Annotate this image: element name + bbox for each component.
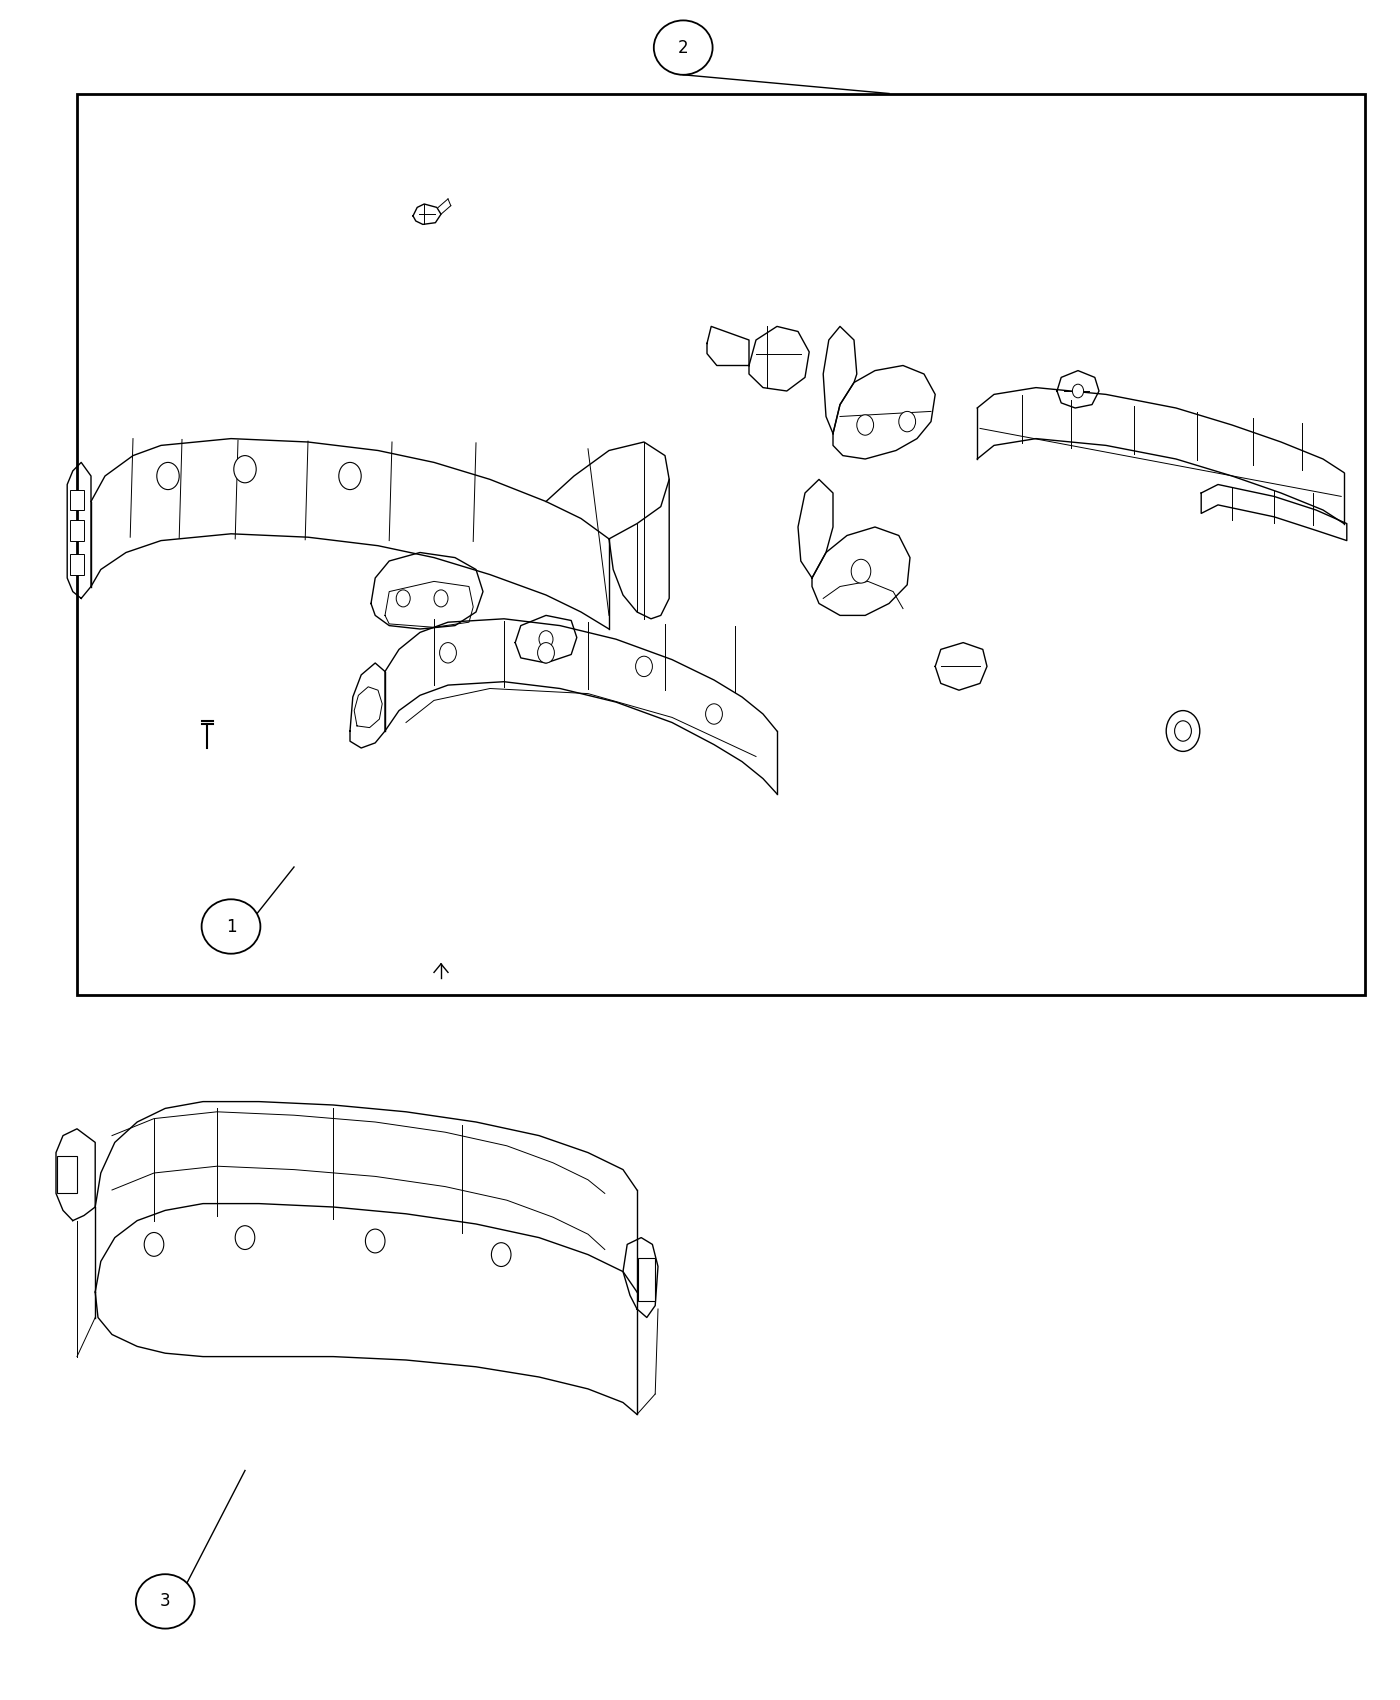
- Circle shape: [538, 643, 554, 663]
- Bar: [70, 520, 84, 541]
- Bar: [70, 490, 84, 510]
- Circle shape: [636, 656, 652, 677]
- Ellipse shape: [202, 899, 260, 954]
- Circle shape: [234, 456, 256, 483]
- Circle shape: [339, 462, 361, 490]
- Ellipse shape: [654, 20, 713, 75]
- Bar: [638, 1258, 655, 1300]
- Bar: [57, 1156, 77, 1193]
- Text: 1: 1: [225, 918, 237, 935]
- Circle shape: [365, 1229, 385, 1253]
- Circle shape: [396, 590, 410, 607]
- Circle shape: [1166, 711, 1200, 751]
- Circle shape: [706, 704, 722, 724]
- Circle shape: [1072, 384, 1084, 398]
- Circle shape: [851, 559, 871, 583]
- Circle shape: [434, 590, 448, 607]
- Circle shape: [857, 415, 874, 435]
- Circle shape: [1175, 721, 1191, 741]
- Circle shape: [144, 1232, 164, 1256]
- Text: 2: 2: [678, 39, 689, 56]
- Circle shape: [157, 462, 179, 490]
- Circle shape: [539, 631, 553, 648]
- Circle shape: [899, 411, 916, 432]
- Circle shape: [491, 1243, 511, 1266]
- Circle shape: [440, 643, 456, 663]
- Ellipse shape: [136, 1574, 195, 1629]
- Bar: [77, 94, 1365, 994]
- Bar: [70, 554, 84, 575]
- Circle shape: [235, 1226, 255, 1250]
- Text: 3: 3: [160, 1593, 171, 1610]
